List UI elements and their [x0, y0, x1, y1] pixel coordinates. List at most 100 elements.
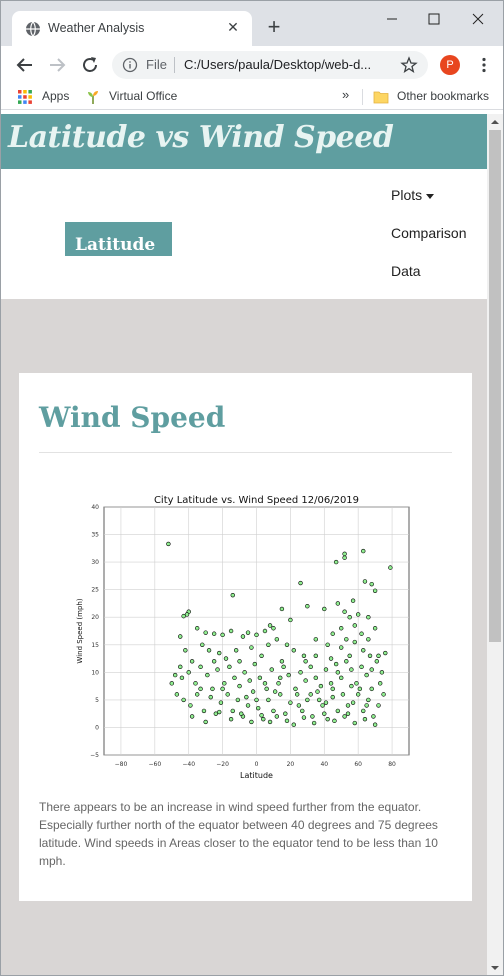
data-point [269, 667, 274, 672]
data-point [325, 642, 330, 647]
info-icon[interactable] [122, 57, 138, 73]
y-tick-label: 10 [91, 669, 99, 676]
bookmark-apps[interactable]: Apps [42, 89, 70, 103]
data-point [291, 722, 296, 727]
y-tick-label: 0 [95, 724, 99, 731]
bookmarks-overflow-chevron[interactable]: » [342, 87, 350, 102]
data-point [200, 642, 205, 647]
sprout-icon [88, 91, 98, 104]
data-point [276, 681, 281, 686]
address-separator [174, 57, 175, 73]
data-point [323, 700, 329, 705]
spacer-band [1, 299, 487, 369]
data-point [359, 631, 364, 636]
plot-description: There appears to be an increase in wind … [39, 800, 438, 868]
data-point [333, 661, 339, 667]
data-point [352, 720, 357, 726]
data-point [352, 623, 357, 628]
data-point [361, 648, 366, 653]
data-point [228, 716, 234, 722]
bookmark-other[interactable]: Other bookmarks [397, 89, 490, 103]
data-point [279, 659, 285, 664]
vertical-scrollbar[interactable] [487, 114, 503, 976]
reload-icon[interactable] [79, 54, 101, 76]
close-icon[interactable]: ✕ [227, 19, 239, 35]
data-point [181, 697, 186, 703]
data-point [372, 588, 378, 593]
back-arrow-icon[interactable] [14, 54, 36, 76]
x-tick-label: −80 [115, 761, 128, 768]
data-point [188, 703, 193, 708]
data-point [179, 675, 185, 681]
folder-icon [373, 91, 389, 104]
bookmarks-bar: Apps Virtual Office » Other bookmarks [1, 84, 503, 110]
data-point [349, 667, 354, 672]
card-title: Wind Speed [39, 401, 226, 434]
data-point [300, 708, 305, 714]
nav-data[interactable]: Data [391, 263, 421, 279]
data-point [254, 697, 259, 703]
brand-label: Latitude [75, 235, 156, 255]
apps-grid-icon[interactable] [17, 89, 33, 105]
data-point [203, 630, 208, 635]
window-close-icon[interactable] [463, 7, 493, 31]
data-point [345, 703, 351, 708]
y-tick-label: 40 [91, 504, 99, 511]
data-point [342, 555, 347, 560]
browser-toolbar: File C:/Users/paula/Desktop/web-d... P [1, 46, 503, 84]
plus-icon[interactable]: + [267, 14, 281, 39]
data-point [172, 672, 178, 678]
data-point [330, 686, 335, 692]
data-point [178, 634, 183, 639]
nav-plots-dropdown[interactable]: Plots [391, 187, 435, 203]
browser-tab[interactable]: Weather Analysis ✕ [12, 11, 252, 46]
data-point [376, 703, 381, 708]
data-point [288, 700, 293, 705]
data-point [242, 670, 247, 675]
data-point [215, 667, 220, 672]
data-point [227, 664, 232, 670]
data-point [213, 711, 219, 716]
data-point [259, 713, 264, 718]
nav-comparison[interactable]: Comparison [391, 225, 467, 241]
data-point [332, 718, 337, 724]
maximize-icon[interactable] [419, 7, 449, 31]
data-point [298, 580, 303, 586]
y-tick-label: 25 [91, 587, 99, 594]
data-point [369, 686, 374, 692]
address-bar[interactable]: File C:/Users/paula/Desktop/web-d... [112, 51, 428, 79]
x-tick-label: 40 [320, 761, 328, 768]
data-point [288, 617, 293, 623]
data-point [281, 664, 286, 670]
data-point [388, 565, 393, 570]
address-url[interactable]: C:/Users/paula/Desktop/web-d... [184, 57, 372, 72]
data-point [325, 716, 330, 722]
data-point [271, 626, 276, 631]
bookmark-virtual-office[interactable]: Virtual Office [109, 89, 178, 103]
data-point [342, 551, 347, 557]
star-icon[interactable] [400, 56, 418, 74]
profile-avatar[interactable]: P [440, 55, 460, 75]
x-tick-label: −60 [148, 761, 161, 768]
y-tick-label: 5 [95, 697, 99, 704]
kebab-menu-icon[interactable] [475, 56, 493, 74]
data-point [376, 653, 381, 659]
scrollbar-thumb[interactable] [489, 130, 501, 642]
data-point [237, 659, 242, 664]
data-point [203, 719, 208, 725]
data-point [267, 623, 273, 628]
minimize-icon[interactable] [377, 7, 407, 31]
data-point [369, 581, 374, 587]
forward-arrow-icon[interactable] [46, 54, 68, 76]
address-scheme: File [146, 57, 167, 72]
data-point [298, 670, 303, 675]
data-point [369, 667, 374, 672]
scroll-down-arrow-icon[interactable] [487, 960, 503, 976]
page-header: Latitude vs Wind Speed [1, 114, 487, 169]
data-point [274, 714, 280, 719]
scroll-up-arrow-icon[interactable] [487, 114, 503, 130]
navbar-brand[interactable]: Latitude [65, 222, 172, 256]
data-point [240, 634, 246, 639]
data-point [178, 664, 183, 670]
y-tick-label: 15 [91, 642, 99, 649]
